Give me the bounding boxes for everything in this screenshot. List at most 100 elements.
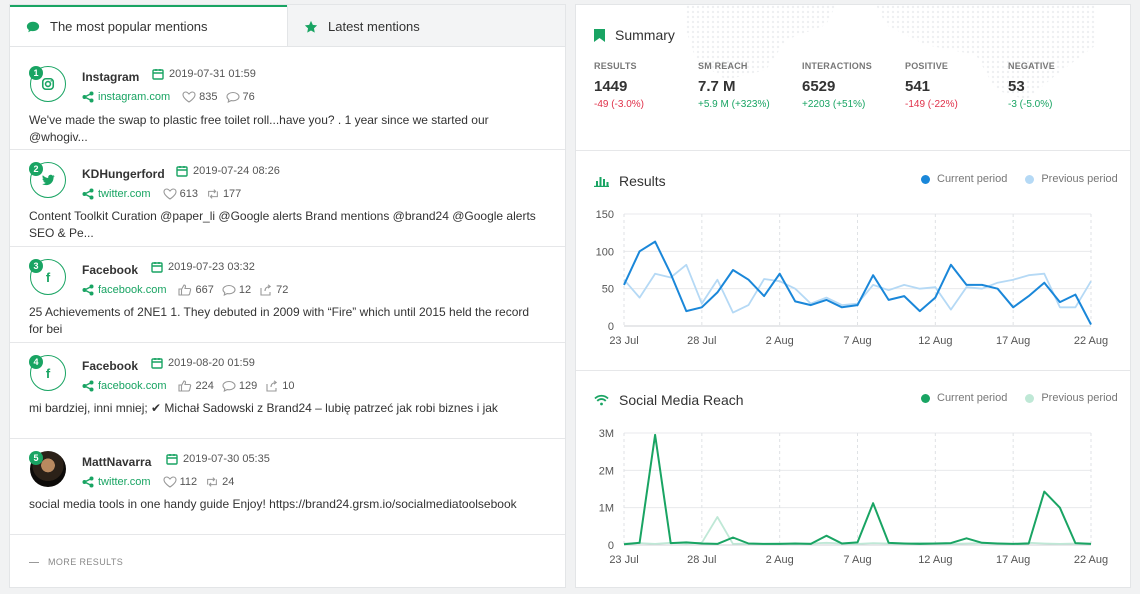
y-tick-label: 50	[602, 284, 614, 296]
tab-latest[interactable]: Latest mentions	[287, 5, 565, 46]
mention-meta: twitter.com 112 24	[82, 476, 242, 488]
reach-chart: 0 1M 2M 3M 23 Jul 28 Jul 2 Aug 7 Aug 12 Aug 17 Au…	[599, 428, 1108, 566]
mention-date: 2019-07-24 08:26	[176, 165, 280, 177]
results-title: Results	[594, 173, 666, 189]
heart-icon	[182, 91, 196, 103]
likes-count: 667	[178, 284, 214, 296]
legend-current[interactable]: Current period	[921, 392, 1007, 404]
rank-badge: 2	[29, 162, 43, 176]
tab-most-popular[interactable]: The most popular mentions	[10, 5, 287, 46]
facebook-icon: f	[45, 365, 51, 381]
x-tick-label: 17 Aug	[996, 335, 1030, 347]
mention-meta: instagram.com 835 76	[82, 91, 263, 103]
reach-title: Social Media Reach	[594, 392, 744, 408]
thumbs-up-icon	[178, 284, 192, 296]
world-map-background	[686, 5, 1096, 100]
x-tick-label: 28 Jul	[687, 554, 716, 566]
analytics-panel: Summary RESULTS 1449 -49 (-3.0%) SM REAC…	[575, 4, 1131, 588]
y-tick-label: 0	[608, 321, 614, 333]
mention-date: 2019-07-23 03:32	[151, 261, 255, 273]
likes-count: 112	[163, 476, 197, 488]
legend-previous[interactable]: Previous period	[1025, 173, 1118, 185]
x-tick-label: 22 Aug	[1074, 335, 1108, 347]
mention-author[interactable]: KDHungerford	[82, 167, 165, 181]
x-tick-label: 23 Jul	[609, 554, 638, 566]
mention-text: We've made the swap to plastic free toil…	[29, 113, 489, 144]
heart-icon	[163, 476, 177, 488]
retweets-count: 24	[205, 476, 234, 488]
instagram-icon	[41, 77, 55, 91]
series-current-line[interactable]	[623, 240, 1092, 325]
share-icon	[82, 284, 94, 296]
results-chart: 0 50 100 150 23 Jul 28 Jul 2 Aug 7 Aug 12 Aug 17 …	[596, 209, 1108, 347]
share-arrow-icon	[260, 284, 272, 296]
mention-date: 2019-07-31 01:59	[152, 68, 256, 80]
star-icon	[304, 20, 318, 33]
comments-count: 129	[222, 380, 257, 392]
x-tick-label: 2 Aug	[766, 554, 794, 566]
divider	[576, 150, 1130, 151]
legend-current[interactable]: Current period	[921, 173, 1007, 185]
list-item[interactable]: 5 MattNavarra 2019-07-30 05:35 twitter.c…	[10, 439, 565, 535]
x-tick-label: 12 Aug	[918, 554, 952, 566]
likes-count: 224	[178, 380, 214, 392]
share-arrow-icon	[266, 380, 278, 392]
results-legend: Current period Previous period	[903, 173, 1118, 185]
retweet-icon	[208, 189, 218, 199]
metric-sm-reach: SM REACH 7.7 M +5.9 M (+323%)	[698, 61, 770, 110]
avatar	[30, 66, 66, 102]
mention-source-link[interactable]: instagram.com	[98, 91, 171, 103]
rank-badge: 3	[29, 259, 43, 273]
avatar	[30, 162, 66, 198]
mention-author[interactable]: Facebook	[82, 263, 139, 277]
y-tick-label: 100	[596, 246, 614, 258]
mention-author[interactable]: MattNavarra	[82, 455, 152, 469]
list-item[interactable]: 1 Instagram 2019-07-31 01:59 instagram.c…	[10, 48, 565, 150]
mention-source-link[interactable]: twitter.com	[98, 188, 151, 200]
mention-author[interactable]: Instagram	[82, 70, 140, 84]
likes-count: 613	[163, 188, 198, 200]
comments-count: 76	[225, 91, 255, 103]
summary-title: Summary	[594, 27, 675, 43]
divider	[576, 370, 1130, 371]
list-item[interactable]: 2 KDHungerford 2019-07-24 08:26 twitter.…	[10, 150, 565, 247]
mention-source-link[interactable]: facebook.com	[98, 284, 167, 296]
x-tick-label: 28 Jul	[687, 335, 716, 347]
list-item[interactable]: f 3 Facebook 2019-07-23 03:32 facebook.c…	[10, 247, 565, 343]
share-icon	[82, 380, 94, 392]
mentions-panel: The most popular mentions Latest mention…	[9, 4, 566, 588]
mention-source-link[interactable]: facebook.com	[98, 380, 167, 392]
mention-text: 25 Achievements of 2NE1 1. They debuted …	[29, 305, 530, 336]
mention-date: 2019-07-30 05:35	[166, 453, 270, 465]
tab-label: The most popular mentions	[50, 19, 208, 34]
y-tick-label: 3M	[599, 428, 614, 440]
rank-badge: 4	[29, 355, 43, 369]
reach-legend: Current period Previous period	[903, 392, 1118, 404]
series-current-line[interactable]	[623, 433, 1092, 546]
shares-count: 10	[265, 380, 294, 392]
calendar-icon	[151, 262, 163, 273]
list-item[interactable]: f 4 Facebook 2019-08-20 01:59 facebook.c…	[10, 343, 565, 439]
mention-meta: facebook.com 667 12 72	[82, 284, 296, 296]
calendar-icon	[166, 454, 178, 465]
mention-source-link[interactable]: twitter.com	[98, 476, 151, 488]
y-tick-label: 1M	[599, 503, 614, 515]
x-tick-label: 7 Aug	[843, 554, 871, 566]
avatar: f	[30, 259, 66, 295]
mention-meta: facebook.com 224 129 10	[82, 380, 302, 392]
share-icon	[82, 476, 94, 488]
shares-count: 72	[259, 284, 288, 296]
mention-author[interactable]: Facebook	[82, 359, 139, 373]
more-results-link[interactable]: MORE RESULTS	[29, 557, 123, 567]
mentions-tabs: The most popular mentions Latest mention…	[10, 5, 565, 47]
legend-previous[interactable]: Previous period	[1025, 392, 1118, 404]
comment-icon	[222, 380, 236, 392]
wifi-icon	[594, 394, 609, 406]
x-tick-label: 17 Aug	[996, 554, 1030, 566]
comment-icon	[225, 91, 240, 103]
retweet-icon	[207, 477, 218, 487]
rank-badge: 5	[29, 451, 43, 465]
x-tick-label: 2 Aug	[766, 335, 794, 347]
avatar: f	[30, 355, 66, 391]
comments-count: 12	[222, 284, 251, 296]
